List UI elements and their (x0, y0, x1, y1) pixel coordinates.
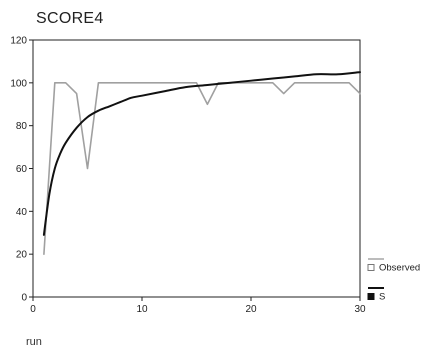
plot-frame (32, 39, 361, 298)
y-tick-label: 120 (10, 36, 27, 47)
y-tick-label: 60 (16, 164, 28, 175)
x-axis-label: run (26, 336, 42, 348)
x-tick-label: 0 (30, 304, 36, 315)
y-tick-label: 20 (16, 250, 28, 261)
legend-label: Observed (379, 263, 420, 274)
legend-label: S (379, 292, 385, 303)
x-tick-label: 20 (245, 304, 257, 315)
chart-legend: Observed S (367, 258, 420, 303)
series-line-s (42, 71, 361, 236)
series-line-observed (43, 82, 361, 255)
legend-marker (367, 264, 375, 271)
x-tick-label: 10 (136, 304, 148, 315)
chart-title: SCORE4 (36, 10, 104, 27)
legend-marker (367, 293, 375, 300)
x-tick-label: 30 (354, 304, 366, 315)
y-tick-label: 0 (21, 293, 27, 304)
y-tick-label: 80 (16, 121, 28, 132)
y-tick-label: 100 (10, 78, 27, 89)
y-tick-label: 40 (16, 207, 28, 218)
chart-series (42, 71, 361, 255)
chart-axes: 0 20 40 60 80 100 120 0 10 20 30 (10, 36, 366, 316)
